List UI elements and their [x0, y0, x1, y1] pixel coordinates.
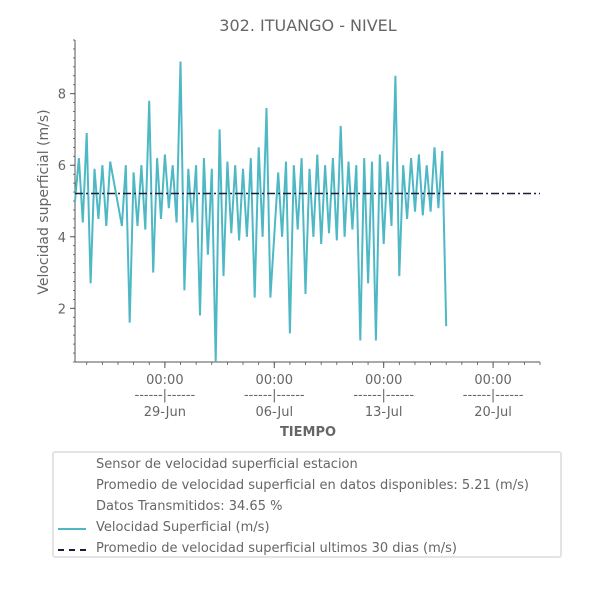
legend-entry-30day-average: Promedio de velocidad superficial ultimo… [54, 539, 560, 559]
legend-swatch-velocity [58, 528, 86, 530]
x-tick-label: 00:00 [256, 373, 293, 388]
y-axis-label: Velocidad superficial (m/s) [36, 109, 52, 294]
y-tick-label: 6 [58, 159, 66, 174]
x-tick-label: 29-Jun [144, 405, 186, 420]
x-tick-label: 06-Jul [255, 405, 293, 420]
series-layer [74, 61, 540, 363]
x-tick-label: 00:00 [146, 373, 183, 388]
x-tick-label: ------|------ [353, 388, 414, 403]
chart-title: 302. ITUANGO - NIVEL [219, 16, 397, 35]
x-tick-label: 13-Jul [365, 405, 403, 420]
legend-text-transmitted: Datos Transmitidos: 34.65 % [96, 499, 283, 514]
legend-entry-transmitted: Datos Transmitidos: 34.65 % [54, 497, 560, 517]
series-velocity-line [74, 61, 448, 363]
legend-label-velocity: Velocidad Superficial (m/s) [96, 520, 270, 535]
legend-swatch-30day-average [58, 549, 86, 551]
legend-entry-sensor: Sensor de velocidad superficial estacion [54, 455, 560, 475]
y-tick-label: 4 [58, 231, 66, 246]
legend: Sensor de velocidad superficial estacion… [52, 451, 562, 558]
y-tick-label: 2 [58, 302, 66, 317]
x-tick-label: 00:00 [474, 373, 511, 388]
ticks: 246800:00------|------29-Jun00:00------|… [58, 39, 541, 420]
x-tick-label: 00:00 [365, 373, 402, 388]
x-tick-label: ------|------ [463, 388, 524, 403]
legend-text-average: Promedio de velocidad superficial en dat… [96, 478, 529, 493]
x-tick-label: ------|------ [244, 388, 305, 403]
legend-entry-average: Promedio de velocidad superficial en dat… [54, 476, 560, 496]
legend-entry-velocity: Velocidad Superficial (m/s) [54, 518, 560, 538]
legend-label-30day-average: Promedio de velocidad superficial ultimo… [96, 541, 457, 556]
legend-text-sensor: Sensor de velocidad superficial estacion [96, 457, 358, 472]
x-tick-label: 20-Jul [474, 405, 512, 420]
x-tick-label: ------|------ [135, 388, 196, 403]
x-axis-label: TIEMPO [280, 425, 336, 440]
y-tick-label: 8 [58, 88, 66, 103]
